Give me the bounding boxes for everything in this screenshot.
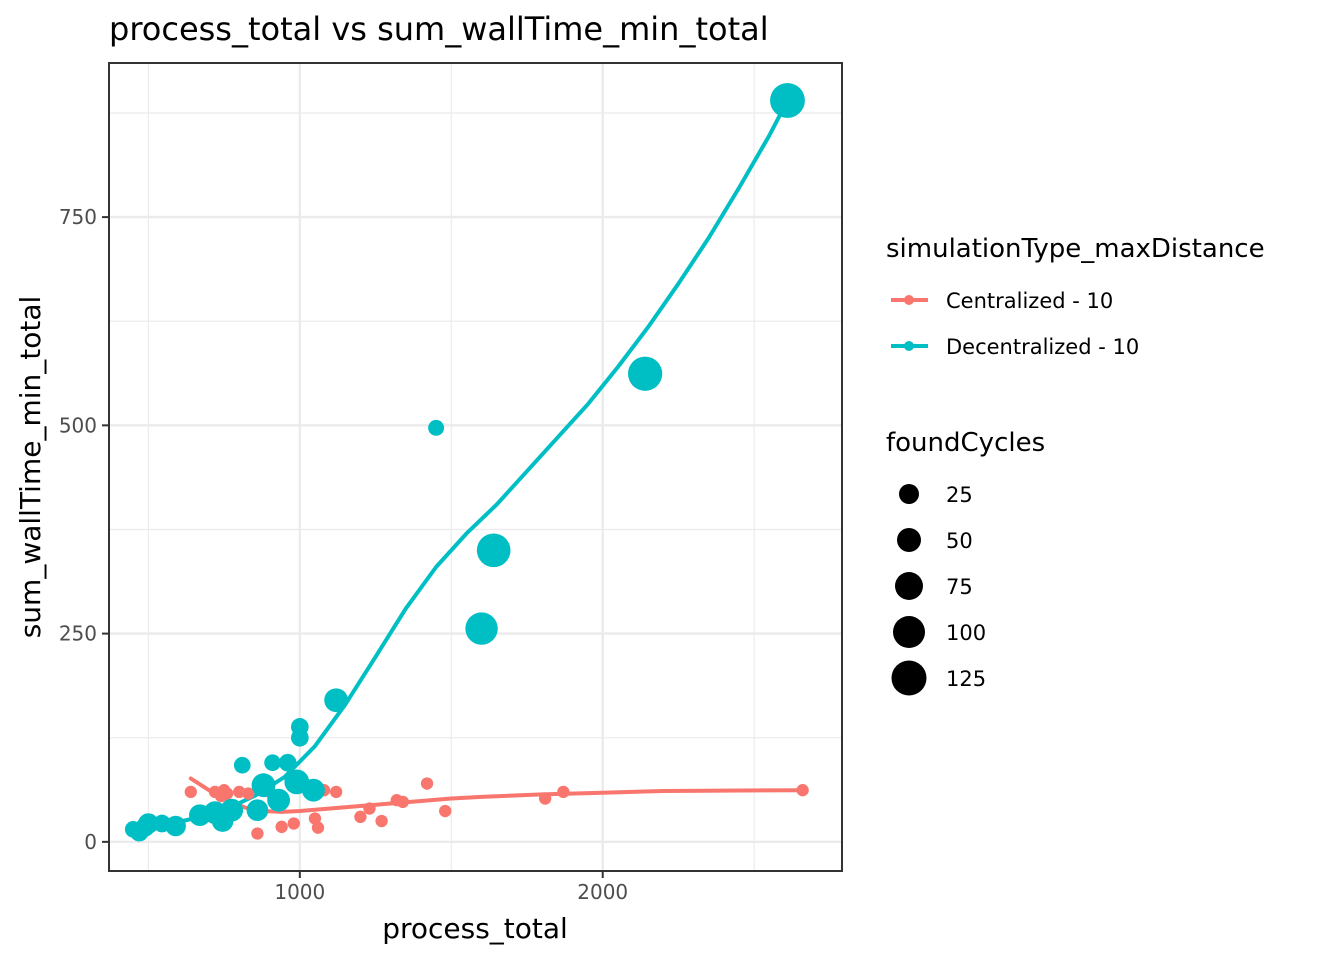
legend-key-decentralized: Decentralized - 10 — [891, 335, 1139, 359]
y-tick-label: 500 — [59, 413, 97, 437]
point-centralized — [287, 817, 300, 830]
point-decentralized — [278, 753, 297, 772]
legend-key-centralized: Centralized - 10 — [891, 289, 1113, 313]
size-legend-label-75: 75 — [946, 575, 973, 599]
point-decentralized — [264, 754, 281, 772]
point-centralized — [538, 792, 552, 805]
legend-dot-centralized — [904, 295, 914, 305]
size-legend-dot-125 — [891, 660, 927, 696]
x-tick-label: 1000 — [274, 880, 325, 904]
point-decentralized — [220, 798, 244, 822]
legend-dot-decentralized — [904, 341, 914, 351]
y-tick-label: 250 — [59, 622, 97, 646]
size-legend-dot-25 — [899, 484, 919, 504]
point-centralized — [311, 821, 325, 834]
size-legend-label-25: 25 — [946, 483, 973, 507]
size-legend-label-100: 100 — [946, 621, 986, 645]
y-axis-title: sum_wallTime_min_total — [14, 296, 47, 639]
size-legend-dot-75 — [895, 572, 923, 600]
point-centralized — [330, 785, 343, 799]
plot-panel-background — [109, 63, 842, 871]
point-centralized — [557, 785, 570, 799]
color-legend-title: simulationType_maxDistance — [886, 234, 1265, 264]
size-legend-dot-100 — [893, 616, 925, 648]
smooth-line-decentralized — [131, 98, 790, 832]
size-legend-title: foundCycles — [886, 428, 1045, 458]
point-centralized — [363, 802, 376, 815]
point-decentralized — [627, 356, 663, 391]
point-decentralized — [324, 688, 349, 713]
color-legend: simulationType_maxDistance Centralized -… — [886, 234, 1265, 359]
y-tick-label: 750 — [59, 205, 97, 229]
x-tick-label: 2000 — [577, 880, 628, 904]
point-decentralized — [267, 788, 291, 812]
axes: 1000 2000 0 250 500 750 — [59, 205, 628, 904]
point-decentralized — [165, 815, 186, 837]
point-decentralized — [233, 756, 251, 774]
point-decentralized — [246, 799, 269, 822]
point-centralized — [354, 810, 367, 824]
point-decentralized — [302, 778, 325, 802]
point-decentralized — [476, 533, 511, 568]
point-centralized — [251, 827, 264, 840]
point-decentralized — [290, 728, 309, 747]
x-axis-title: process_total — [382, 912, 568, 945]
size-legend-label-50: 50 — [946, 529, 973, 553]
point-decentralized — [770, 83, 805, 118]
plot-panel-border — [108, 62, 843, 872]
size-legend-label-125: 125 — [946, 667, 986, 691]
point-decentralized — [428, 419, 445, 436]
point-centralized — [420, 777, 434, 790]
point-centralized — [275, 820, 288, 834]
data-points — [124, 83, 809, 842]
size-legend: foundCycles 25 50 75 100 125 — [886, 428, 1045, 696]
size-legend-dot-50 — [897, 528, 921, 552]
y-tick-label: 0 — [84, 830, 97, 854]
point-decentralized — [138, 813, 159, 834]
point-centralized — [439, 804, 452, 818]
point-decentralized — [465, 612, 498, 645]
legend-label-decentralized: Decentralized - 10 — [946, 335, 1139, 359]
point-centralized — [375, 814, 388, 828]
point-centralized — [396, 795, 409, 809]
point-decentralized — [251, 773, 276, 798]
legend-label-centralized: Centralized - 10 — [946, 289, 1113, 313]
point-centralized — [220, 787, 234, 800]
chart-title: process_total vs sum_wallTime_min_total — [109, 10, 769, 48]
point-centralized — [242, 787, 255, 800]
point-centralized — [184, 785, 197, 799]
point-centralized — [796, 784, 809, 797]
